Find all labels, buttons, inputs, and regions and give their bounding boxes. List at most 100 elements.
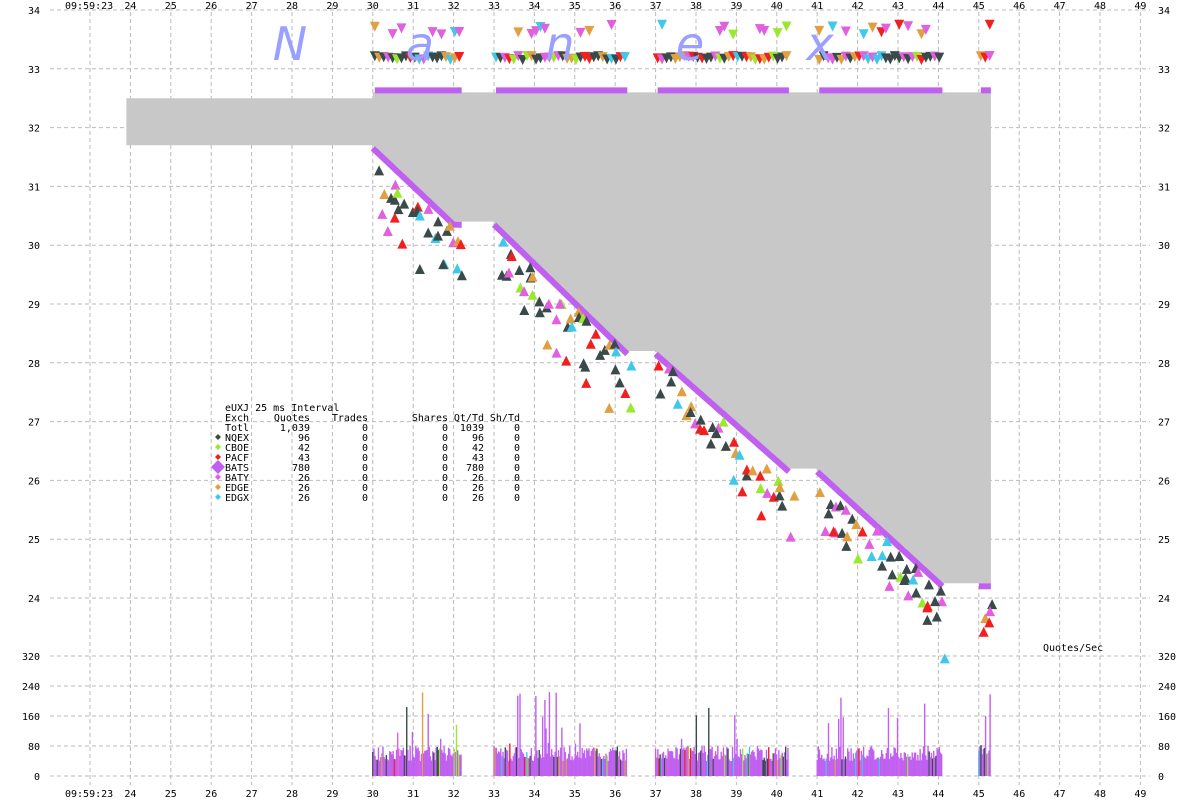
ask-marker bbox=[781, 21, 792, 32]
bid-marker bbox=[514, 265, 525, 276]
bid-marker bbox=[519, 286, 530, 297]
x-tick-label: 45 bbox=[973, 789, 985, 800]
table-cell: 26 bbox=[472, 483, 484, 494]
bid-marker bbox=[620, 387, 631, 398]
table-cell: 0 bbox=[442, 433, 448, 444]
bid-marker bbox=[900, 572, 911, 583]
bid-marker bbox=[676, 386, 687, 397]
x-tick-label: 36 bbox=[609, 789, 621, 800]
table-cell: 0 bbox=[514, 493, 520, 504]
y-tick-label: 24 bbox=[1158, 594, 1170, 605]
bid-marker bbox=[542, 339, 553, 350]
bid-marker bbox=[741, 470, 752, 481]
bid-marker bbox=[814, 486, 825, 497]
nbbo-band bbox=[126, 87, 991, 590]
ask-marker bbox=[858, 29, 869, 40]
bid-marker bbox=[774, 482, 785, 493]
x-tick-label: 49 bbox=[1134, 789, 1146, 800]
x-tick-label: 28 bbox=[286, 789, 298, 800]
x-tick-label: 48 bbox=[1094, 789, 1106, 800]
bid-marker bbox=[699, 425, 710, 436]
bid-marker bbox=[377, 208, 388, 219]
table-cell: 0 bbox=[514, 443, 520, 454]
x-tick-label: 44 bbox=[932, 789, 944, 800]
bid-marker bbox=[604, 402, 615, 413]
ask-marker bbox=[827, 21, 838, 32]
bid-marker bbox=[379, 189, 390, 200]
table-cell: 0 bbox=[514, 433, 520, 444]
y-tick-label: 26 bbox=[1158, 476, 1170, 487]
bid-marker bbox=[885, 551, 896, 562]
legend-swatch bbox=[215, 494, 221, 500]
bid-marker bbox=[599, 344, 610, 355]
volume-tick-label: 0 bbox=[1158, 772, 1164, 783]
x-tick-label: 44 bbox=[932, 1, 944, 12]
x-tick-label: 49 bbox=[1134, 1, 1146, 12]
bid-marker bbox=[913, 566, 924, 577]
bid-marker bbox=[917, 597, 928, 608]
bid-marker bbox=[923, 579, 934, 590]
y-tick-label: 30 bbox=[1158, 241, 1170, 252]
bid-marker bbox=[894, 550, 905, 561]
bid-marker bbox=[441, 225, 452, 236]
ask-marker bbox=[814, 54, 825, 65]
bid-marker bbox=[877, 560, 888, 571]
ask-marker bbox=[714, 26, 725, 37]
bid-marker bbox=[626, 360, 637, 371]
table-cell: 0 bbox=[362, 483, 368, 494]
bid-marker bbox=[825, 499, 836, 510]
bid-marker bbox=[393, 204, 404, 215]
bid-marker bbox=[734, 449, 745, 460]
bid-marker bbox=[837, 527, 848, 538]
table-cell: 0 bbox=[514, 423, 520, 434]
x-tick-label: 25 bbox=[165, 1, 177, 12]
bid-marker bbox=[756, 510, 767, 521]
bid-marker bbox=[414, 210, 425, 221]
y-tick-label: 25 bbox=[28, 535, 40, 546]
bid-marker bbox=[985, 606, 996, 617]
table-header: Qt/Td bbox=[454, 413, 484, 424]
ask-marker bbox=[759, 25, 770, 36]
bid-marker bbox=[438, 259, 449, 270]
y-tick-label: 34 bbox=[28, 6, 40, 17]
ask-marker bbox=[903, 21, 914, 32]
table-cell: 1,039 bbox=[280, 423, 310, 434]
bid-marker bbox=[389, 194, 400, 205]
table-cell: 0 bbox=[362, 443, 368, 454]
bid-marker bbox=[911, 587, 922, 598]
bid-marker bbox=[841, 540, 852, 551]
y-tick-label: 27 bbox=[28, 418, 40, 429]
x-tick-label: 24 bbox=[124, 1, 136, 12]
bid-marker bbox=[423, 227, 434, 238]
x-tick-label: 34 bbox=[528, 1, 540, 12]
watermark-letter: e bbox=[676, 17, 704, 71]
x-tick-label: 42 bbox=[852, 1, 864, 12]
y-tick-label: 31 bbox=[28, 182, 40, 193]
bid-marker bbox=[737, 486, 748, 497]
bid-marker bbox=[685, 406, 696, 417]
nbbo-fill bbox=[126, 92, 991, 584]
bid-marker bbox=[455, 239, 466, 250]
bid-marker bbox=[614, 377, 625, 388]
bid-marker bbox=[498, 236, 509, 247]
axes: 09:59:2309:59:23242425252626272728282929… bbox=[22, 1, 1176, 800]
table-cell: 0 bbox=[442, 493, 448, 504]
bid-marker bbox=[590, 328, 601, 339]
x-tick-label: 24 bbox=[124, 789, 136, 800]
y-tick-label: 34 bbox=[1158, 6, 1170, 17]
bid-marker bbox=[432, 230, 443, 241]
ask-marker bbox=[436, 29, 447, 40]
y-tick-label: 30 bbox=[28, 241, 40, 252]
table-cell: 26 bbox=[298, 493, 310, 504]
bid-marker bbox=[503, 267, 514, 278]
y-tick-label: 29 bbox=[1158, 300, 1170, 311]
legend-swatch bbox=[215, 444, 221, 450]
bid-marker bbox=[610, 364, 621, 375]
x-tick-label: 27 bbox=[246, 789, 258, 800]
volume-label: Quotes/Sec bbox=[1043, 643, 1103, 654]
ask-marker bbox=[513, 27, 524, 38]
bid-marker bbox=[655, 388, 666, 399]
